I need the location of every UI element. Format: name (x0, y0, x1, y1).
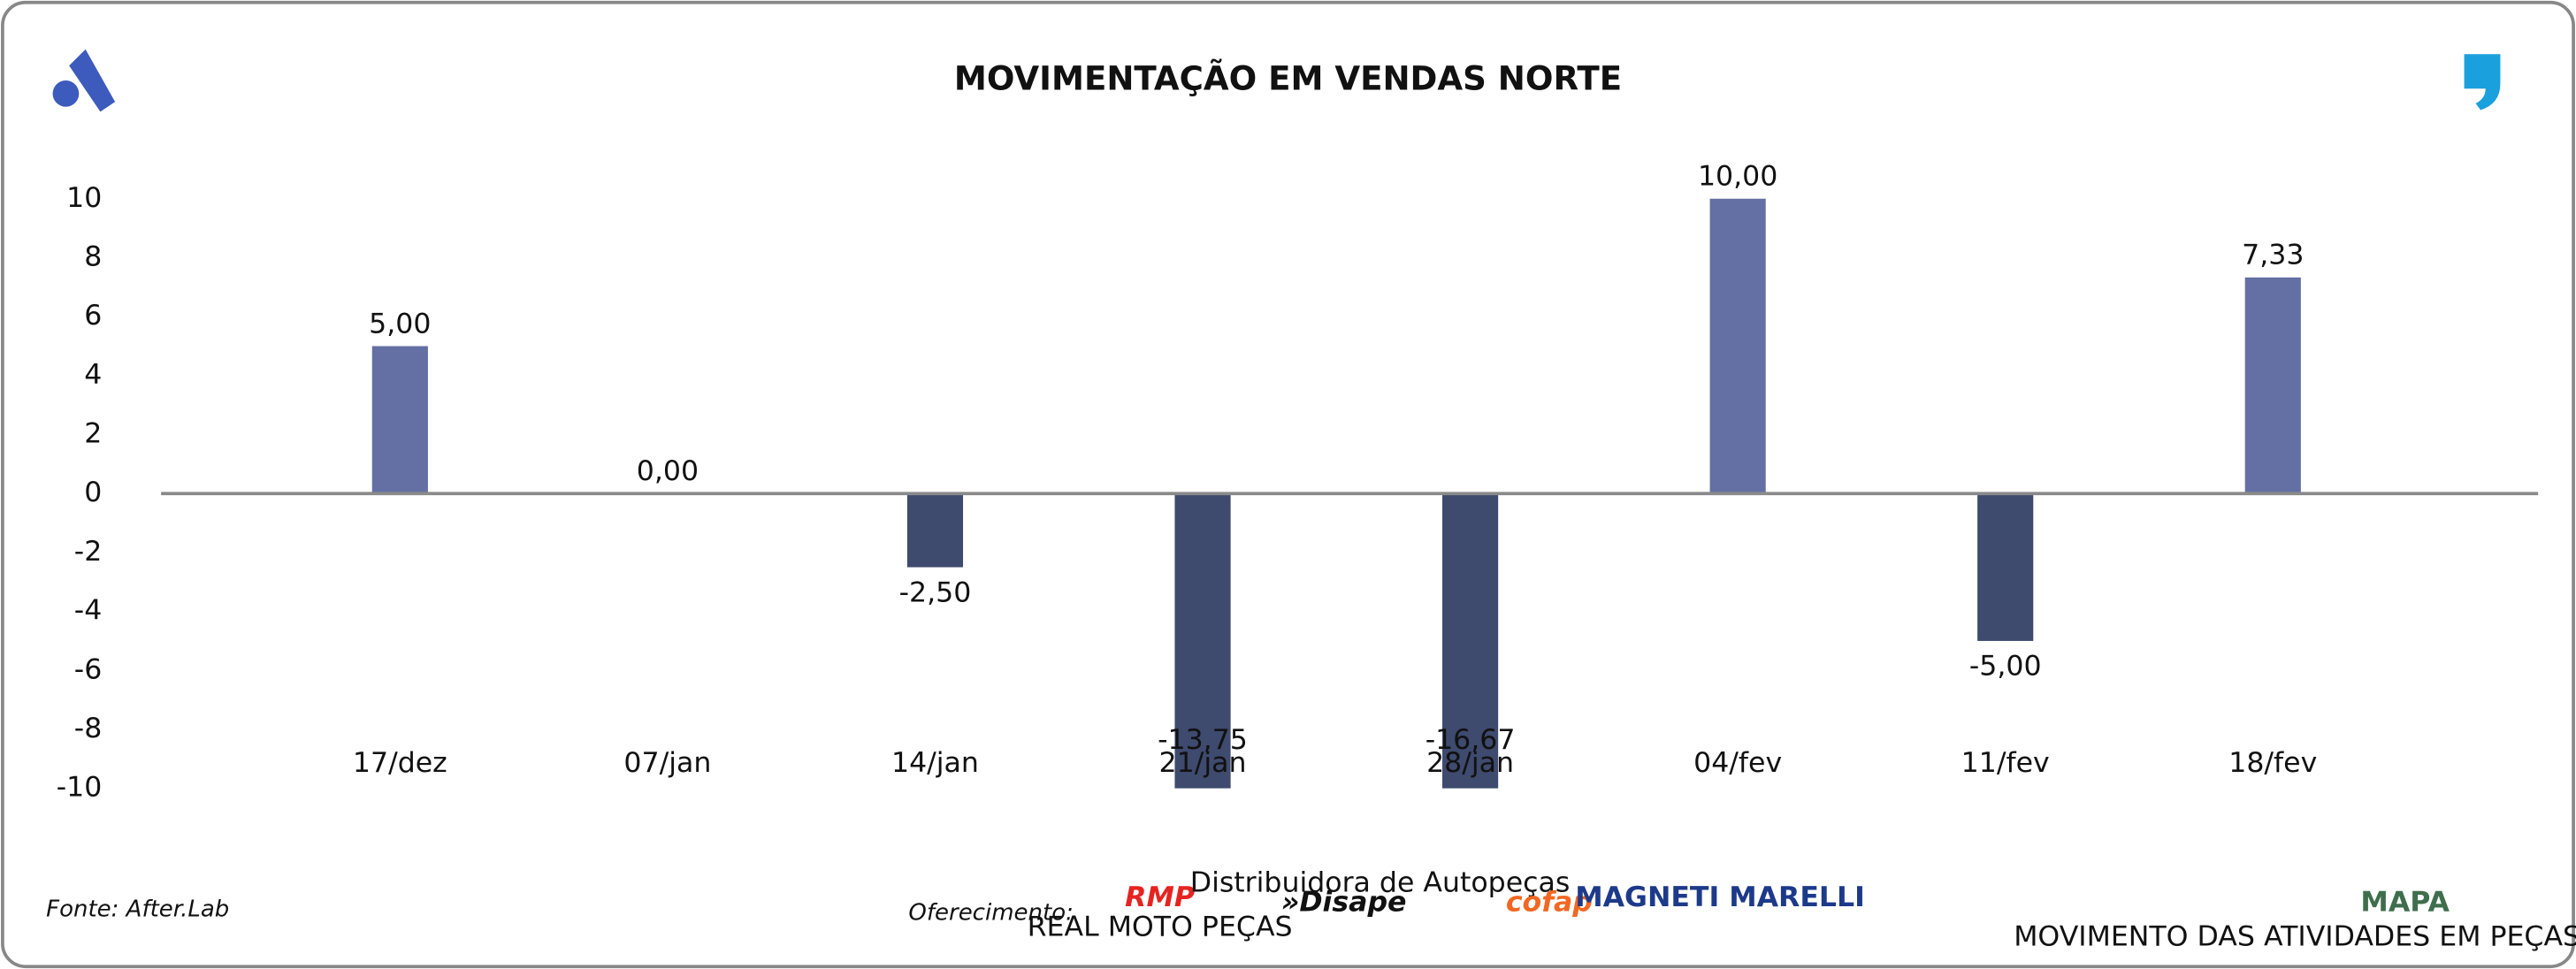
x-tick-label: 28/jan (1426, 747, 1514, 779)
bar (371, 346, 428, 494)
sponsor-logo: MAGNETI MARELLI (1575, 881, 1865, 913)
bar (906, 493, 964, 568)
data-label: 7,33 (2242, 240, 2304, 271)
sponsor-logo: »Disape (1281, 887, 1407, 919)
y-tick-label: 2 (84, 418, 102, 450)
data-label: -16,67 (1426, 724, 1516, 756)
x-tick-label: 18/fev (2228, 747, 2317, 779)
sponsor-logo: cofap (1506, 887, 1593, 919)
y-tick-label: -10 (57, 772, 103, 804)
y-tick-label: -4 (74, 595, 102, 627)
brand-logo: MAPA (2360, 887, 2450, 919)
brand-tagline: MOVIMENTO DAS ATIVIDADES EM PEÇAS E ACES… (2014, 919, 2576, 953)
data-label: -5,00 (1969, 651, 2042, 683)
y-tick-label: 10 (66, 182, 102, 214)
y-tick-label: -2 (74, 536, 102, 568)
x-tick-label: 17/dez (353, 747, 447, 779)
y-tick-label: -6 (74, 653, 102, 685)
data-label: 0,00 (637, 455, 699, 487)
x-tick-label: 11/fev (1961, 747, 2050, 779)
y-tick-label: -8 (74, 713, 102, 744)
x-tick-label: 04/fev (1693, 747, 1782, 779)
y-tick-label: 0 (84, 477, 102, 508)
x-tick-label: 07/jan (623, 747, 711, 779)
data-label: -2,50 (899, 576, 972, 608)
sponsor-label: Oferecimento: (908, 899, 1073, 926)
bar (1977, 493, 2034, 641)
data-label: 10,00 (1698, 161, 1777, 193)
logo-a (52, 49, 116, 112)
y-tick-label: 8 (84, 240, 102, 272)
source: Fonte: After.Lab (46, 897, 229, 923)
x-tick-label: 14/jan (891, 747, 979, 779)
bar (1442, 493, 1499, 789)
logo-quote (2464, 54, 2501, 111)
y-tick-label: 4 (84, 359, 102, 391)
plot (371, 198, 2301, 789)
bar (1709, 198, 1766, 494)
bar (2244, 277, 2301, 494)
data-label: -13,75 (1158, 724, 1248, 756)
chart-title: MOVIMENTAÇÃO EM VENDAS NORTE (954, 59, 1622, 98)
sponsor-logo: RMP (1125, 881, 1195, 913)
sponsor-tagline: REAL MOTO PEÇAS (1028, 912, 1293, 943)
x-tick-label: 21/jan (1159, 747, 1247, 779)
bar (1174, 493, 1231, 789)
data-label: 5,00 (369, 308, 431, 340)
y-tick-label: 6 (84, 300, 102, 332)
sponsor-tagline: Distribuidora de Autopeças (1190, 866, 1571, 898)
